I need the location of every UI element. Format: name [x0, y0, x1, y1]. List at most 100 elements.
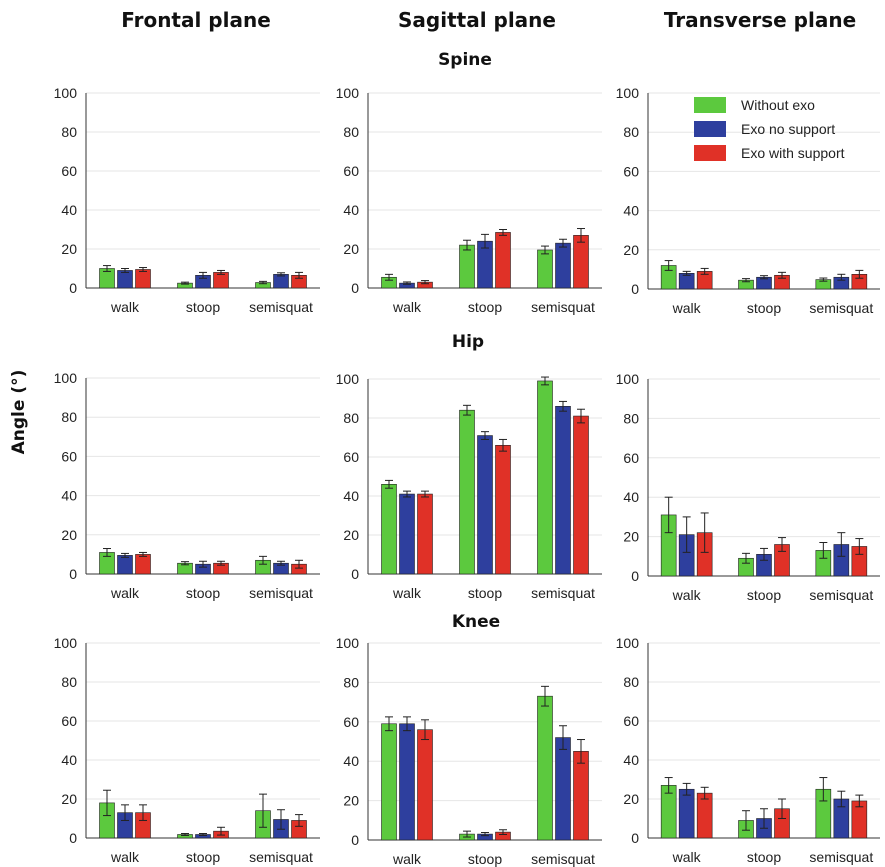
bar-exo-no-support-walk	[399, 493, 415, 575]
y-tick-label: 0	[69, 830, 77, 846]
y-tick-label: 40	[343, 753, 359, 769]
y-tick-label: 20	[343, 793, 359, 809]
y-tick-label: 80	[343, 410, 359, 426]
y-tick-label: 100	[54, 370, 78, 386]
x-tick-label-semisquat: semisquat	[249, 299, 313, 315]
row-title-spine: Spine	[438, 50, 492, 70]
bar-exo-no-support-stoop	[477, 435, 493, 575]
x-tick-label-semisquat: semisquat	[249, 849, 313, 865]
y-tick-label: 100	[336, 371, 360, 387]
x-tick-label-semisquat: semisquat	[531, 585, 595, 601]
y-tick-label: 40	[623, 203, 639, 219]
y-tick-label: 40	[623, 489, 639, 505]
panel-spine-transverse-plane: 0 20 40 60 80 100 walk stoop semisquat	[616, 85, 880, 316]
x-tick-label-stoop: stoop	[186, 585, 220, 601]
y-axis-label: Angle (°)	[9, 370, 29, 455]
y-tick-label: 0	[631, 281, 639, 297]
bar-exo-with-support-semisquat	[573, 751, 589, 841]
y-tick-label: 60	[623, 450, 639, 466]
panel-hip-frontal-plane: 0 20 40 60 80 100 walk stoop semisquat	[54, 370, 320, 601]
bar-without-exo-stoop	[459, 244, 475, 289]
bar-exo-with-support-walk	[135, 554, 151, 575]
bar-exo-with-support-walk	[135, 269, 151, 289]
y-tick-label: 0	[631, 830, 639, 846]
panel-spine-frontal-plane: 0 20 40 60 80 100 walk stoop semisquat	[54, 85, 320, 315]
y-tick-label: 100	[54, 85, 78, 101]
y-tick-label: 40	[623, 752, 639, 768]
legend-swatch-exo-with-support	[694, 145, 726, 161]
bar-exo-with-support-stoop	[495, 444, 511, 575]
x-tick-label-stoop: stoop	[186, 299, 220, 315]
bar-without-exo-semisquat	[537, 695, 553, 841]
x-tick-label-stoop: stoop	[186, 849, 220, 865]
column-title-sagittal: Sagittal plane	[398, 8, 556, 32]
y-tick-label: 0	[69, 280, 77, 296]
x-tick-label-stoop: stoop	[468, 585, 502, 601]
y-tick-label: 80	[343, 674, 359, 690]
x-tick-label-walk: walk	[672, 849, 702, 865]
x-tick-label-stoop: stoop	[468, 299, 502, 315]
x-tick-label-semisquat: semisquat	[531, 851, 595, 867]
y-tick-label: 60	[623, 163, 639, 179]
x-tick-label-stoop: stoop	[747, 587, 781, 603]
y-tick-label: 80	[61, 674, 77, 690]
y-tick-label: 20	[343, 241, 359, 257]
legend-label-without-exo: Without exo	[741, 97, 815, 113]
bar-exo-no-support-walk	[399, 723, 415, 841]
panel-hip-sagittal-plane: 0 20 40 60 80 100 walk stoop semisquat	[336, 371, 602, 601]
panel-knee-transverse-plane: 0 20 40 60 80 100 walk stoop semisquat	[616, 635, 880, 865]
y-tick-label: 20	[623, 529, 639, 545]
y-tick-label: 20	[623, 791, 639, 807]
y-tick-label: 60	[61, 448, 77, 464]
y-tick-label: 60	[343, 449, 359, 465]
y-tick-label: 40	[61, 202, 77, 218]
panel-knee-frontal-plane: 0 20 40 60 80 100 walk stoop semisquat	[54, 635, 320, 865]
x-tick-label-walk: walk	[110, 299, 140, 315]
bar-without-exo-walk	[381, 483, 397, 575]
y-tick-label: 40	[61, 752, 77, 768]
y-tick-label: 100	[336, 85, 360, 101]
y-tick-label: 60	[343, 163, 359, 179]
y-tick-label: 100	[616, 371, 640, 387]
y-tick-label: 20	[623, 242, 639, 258]
x-tick-label-walk: walk	[110, 585, 140, 601]
bar-without-exo-semisquat	[537, 380, 553, 575]
y-tick-label: 80	[343, 124, 359, 140]
row-title-knee: Knee	[452, 612, 500, 632]
y-tick-label: 80	[623, 410, 639, 426]
y-tick-label: 100	[336, 635, 360, 651]
x-tick-label-semisquat: semisquat	[531, 299, 595, 315]
y-tick-label: 80	[623, 674, 639, 690]
y-tick-label: 100	[54, 635, 78, 651]
legend-swatch-exo-no-support	[694, 121, 726, 137]
bar-exo-no-support-walk	[678, 788, 695, 839]
x-tick-label-walk: walk	[392, 585, 422, 601]
y-tick-label: 80	[623, 124, 639, 140]
y-tick-label: 40	[343, 488, 359, 504]
y-tick-label: 80	[61, 409, 77, 425]
y-tick-label: 60	[61, 713, 77, 729]
y-tick-label: 60	[61, 163, 77, 179]
y-tick-label: 0	[69, 566, 77, 582]
column-title-transverse: Transverse plane	[664, 8, 856, 32]
x-tick-label-stoop: stoop	[747, 849, 781, 865]
column-title-frontal: Frontal plane	[121, 8, 271, 32]
x-tick-label-semisquat: semisquat	[249, 585, 313, 601]
y-tick-label: 0	[351, 566, 359, 582]
bar-exo-no-support-walk	[117, 270, 133, 289]
bar-exo-no-support-semisquat	[555, 737, 571, 841]
bar-without-exo-stoop	[459, 409, 475, 575]
bar-exo-with-support-semisquat	[573, 235, 589, 289]
y-tick-label: 0	[631, 568, 639, 584]
y-tick-label: 20	[61, 791, 77, 807]
bar-without-exo-semisquat	[537, 249, 553, 289]
bar-exo-no-support-semisquat	[555, 242, 571, 289]
y-tick-label: 20	[61, 527, 77, 543]
x-tick-label-semisquat: semisquat	[809, 300, 873, 316]
x-tick-label-walk: walk	[110, 849, 140, 865]
bar-exo-no-support-semisquat	[555, 405, 571, 575]
bar-exo-with-support-semisquat	[573, 415, 589, 575]
y-tick-label: 0	[351, 280, 359, 296]
x-tick-label-walk: walk	[672, 300, 702, 316]
